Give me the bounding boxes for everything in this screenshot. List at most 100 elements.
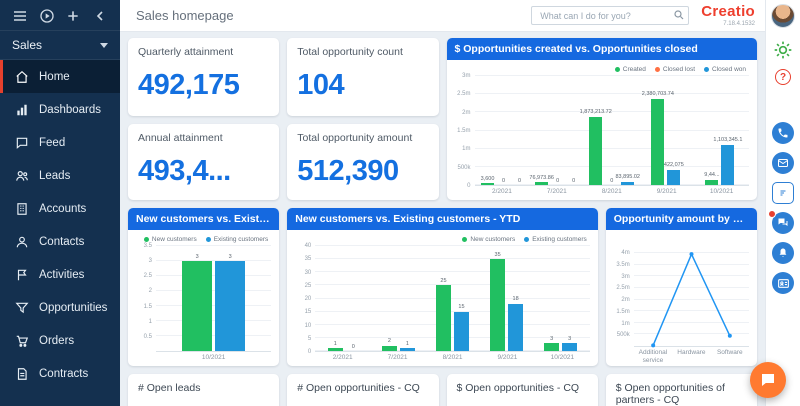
bar-value-label: 2,380,703.74 [641,91,674,98]
tile-new-vs-existing-customers-ytd[interactable]: New customers vs. Existing customers - Y… [287,208,598,366]
y-tick-label: 0.5 [143,333,152,340]
tile-opportunity-amount-by-customer[interactable]: Opportunity amount by cust... 4m 3.5m 3m 2.… [605,208,757,366]
sidebar-item-label: Contacts [39,235,85,248]
search-input[interactable] [531,6,690,26]
chart-header[interactable]: New customers vs. Existing c... [128,208,280,230]
bar: 15 [453,305,469,351]
bar: 2 [381,339,397,351]
workspace-selector[interactable]: Sales [0,30,120,60]
run-process-icon[interactable] [39,8,55,24]
chart-header[interactable]: Opportunity amount by cust... [605,208,757,230]
tile-total-opportunity-amount[interactable]: Total opportunity amount 512,390 [287,124,439,200]
page-title: Sales homepage [136,8,234,23]
data-point [689,252,694,257]
notifications-bell-icon[interactable] [772,242,794,264]
bar-group: 35 18 [480,246,534,351]
data-point [650,343,655,348]
support-chat-button[interactable] [750,362,786,398]
sidebar-item-feed[interactable]: Feed [0,126,120,159]
bar-value-label: 0 [572,177,576,184]
legend-item: New customers [143,236,197,243]
chat-panel-icon[interactable] [772,182,794,204]
y-tick-label: 10 [304,322,312,329]
bar: 25 [435,278,451,351]
bar-value-label: 9,44... [704,172,720,179]
y-tick-label: 40 [304,243,312,249]
tile-open-leads[interactable]: # Open leads [128,374,280,406]
y-tick-label: 25 [304,282,312,289]
gridline [315,323,590,325]
tile-annual-attainment[interactable]: Annual attainment 493,4... [128,124,280,200]
bar-value-label: 3 [195,253,199,260]
sidebar-item-opportunities[interactable]: Opportunities [0,291,120,324]
sidebar-item-contracts[interactable]: Contracts [0,357,120,390]
gridline [315,271,590,273]
chart-header[interactable]: New customers vs. Existing customers - Y… [287,208,598,230]
search-icon[interactable] [673,9,685,21]
sidebar-item-activities[interactable]: Activities [0,258,120,291]
orders-icon [14,333,29,348]
tile-value: 493,4... [138,155,231,187]
bar-group: 76,973.86 0 0 [529,76,585,185]
legend-dot [654,67,660,72]
settings-gear-icon[interactable] [773,40,793,60]
menu-icon[interactable] [12,8,28,24]
gridline [474,129,749,131]
y-tick-label: 15 [304,309,312,316]
gridline [633,321,749,323]
sidebar-item-accounts[interactable]: Accounts [0,192,120,225]
gridline [156,260,272,261]
gridline [474,147,749,149]
x-axis: Additional service Hardware Software [610,347,749,364]
legend-dot [524,237,530,242]
data-point [727,333,732,338]
legend-item: Existing customers [524,236,587,243]
add-icon[interactable] [65,8,81,24]
sidebar-item-leads[interactable]: Leads [0,159,120,192]
bar: 1,873,213.72 [580,110,612,185]
bar-group: 1,873,213.72 0 83,895.02 [580,76,640,185]
gridline [633,310,749,312]
line-series [650,252,732,348]
collapse-sidebar-icon[interactable] [92,8,108,24]
tile-open-opportunities-amount-cq[interactable]: $ Open opportunities - CQ [446,374,598,406]
plot-wrap: 40 35 30 25 20 15 10 5 0 1 0 2 1 25 15 35 18 3 3 [291,243,590,355]
email-icon[interactable] [772,152,794,174]
brand-block: Creatio 7.18.4.1532 [701,4,755,27]
help-icon[interactable]: ? [773,67,793,87]
tile-open-opportunities-count-cq[interactable]: # Open opportunities - CQ [287,374,439,406]
chart-header[interactable]: $ Opportunities created vs. Opportunitie… [446,38,757,60]
sidebar-item-contacts[interactable]: Contacts [0,225,120,258]
tile-total-opportunity-count[interactable]: Total opportunity count 104 [287,38,439,116]
bar: 18 [508,297,524,351]
tile-opportunities-created-vs-closed[interactable]: $ Opportunities created vs. Opportunitie… [446,38,757,200]
sidebar-item-orders[interactable]: Orders [0,324,120,357]
tile-quarterly-attainment[interactable]: Quarterly attainment 492,175 [128,38,280,116]
tile-new-vs-existing-customers[interactable]: New customers vs. Existing c... New cust… [128,208,280,366]
gridline [633,333,749,335]
plot-wrap: 3m 2.5m 2m 1.5m 1m 500k 0 3,600 0 0 76,973.86 0 0 1,8… [451,73,749,189]
bar-value-label: 83,895.02 [615,174,640,181]
tile-open-opportunities-partners-cq[interactable]: $ Open opportunities of partners - CQ [605,374,757,406]
contact-card-icon[interactable] [772,272,794,294]
global-search [531,6,690,26]
bar-value-label: 2 [387,338,391,345]
x-axis-label: 9/2021 [656,188,677,195]
user-avatar[interactable] [771,4,795,28]
sidebar-item-label: Activities [39,268,85,281]
y-tick-label: 0 [467,183,471,189]
y-tick-label: 1.5m [616,308,630,315]
legend-label: New customers [470,236,516,243]
legend-label: Created [622,66,646,73]
sidebar-item-dashboards[interactable]: Dashboards [0,93,120,126]
messages-icon[interactable] [768,210,794,234]
phone-icon[interactable] [772,122,794,144]
sidebar-item-home[interactable]: Home [0,60,120,93]
bar-value-label: 0 [518,177,522,184]
activities-icon [14,267,29,282]
y-tick-label: 2.5m [457,91,471,98]
sidebar-item-label: Feed [39,136,66,149]
